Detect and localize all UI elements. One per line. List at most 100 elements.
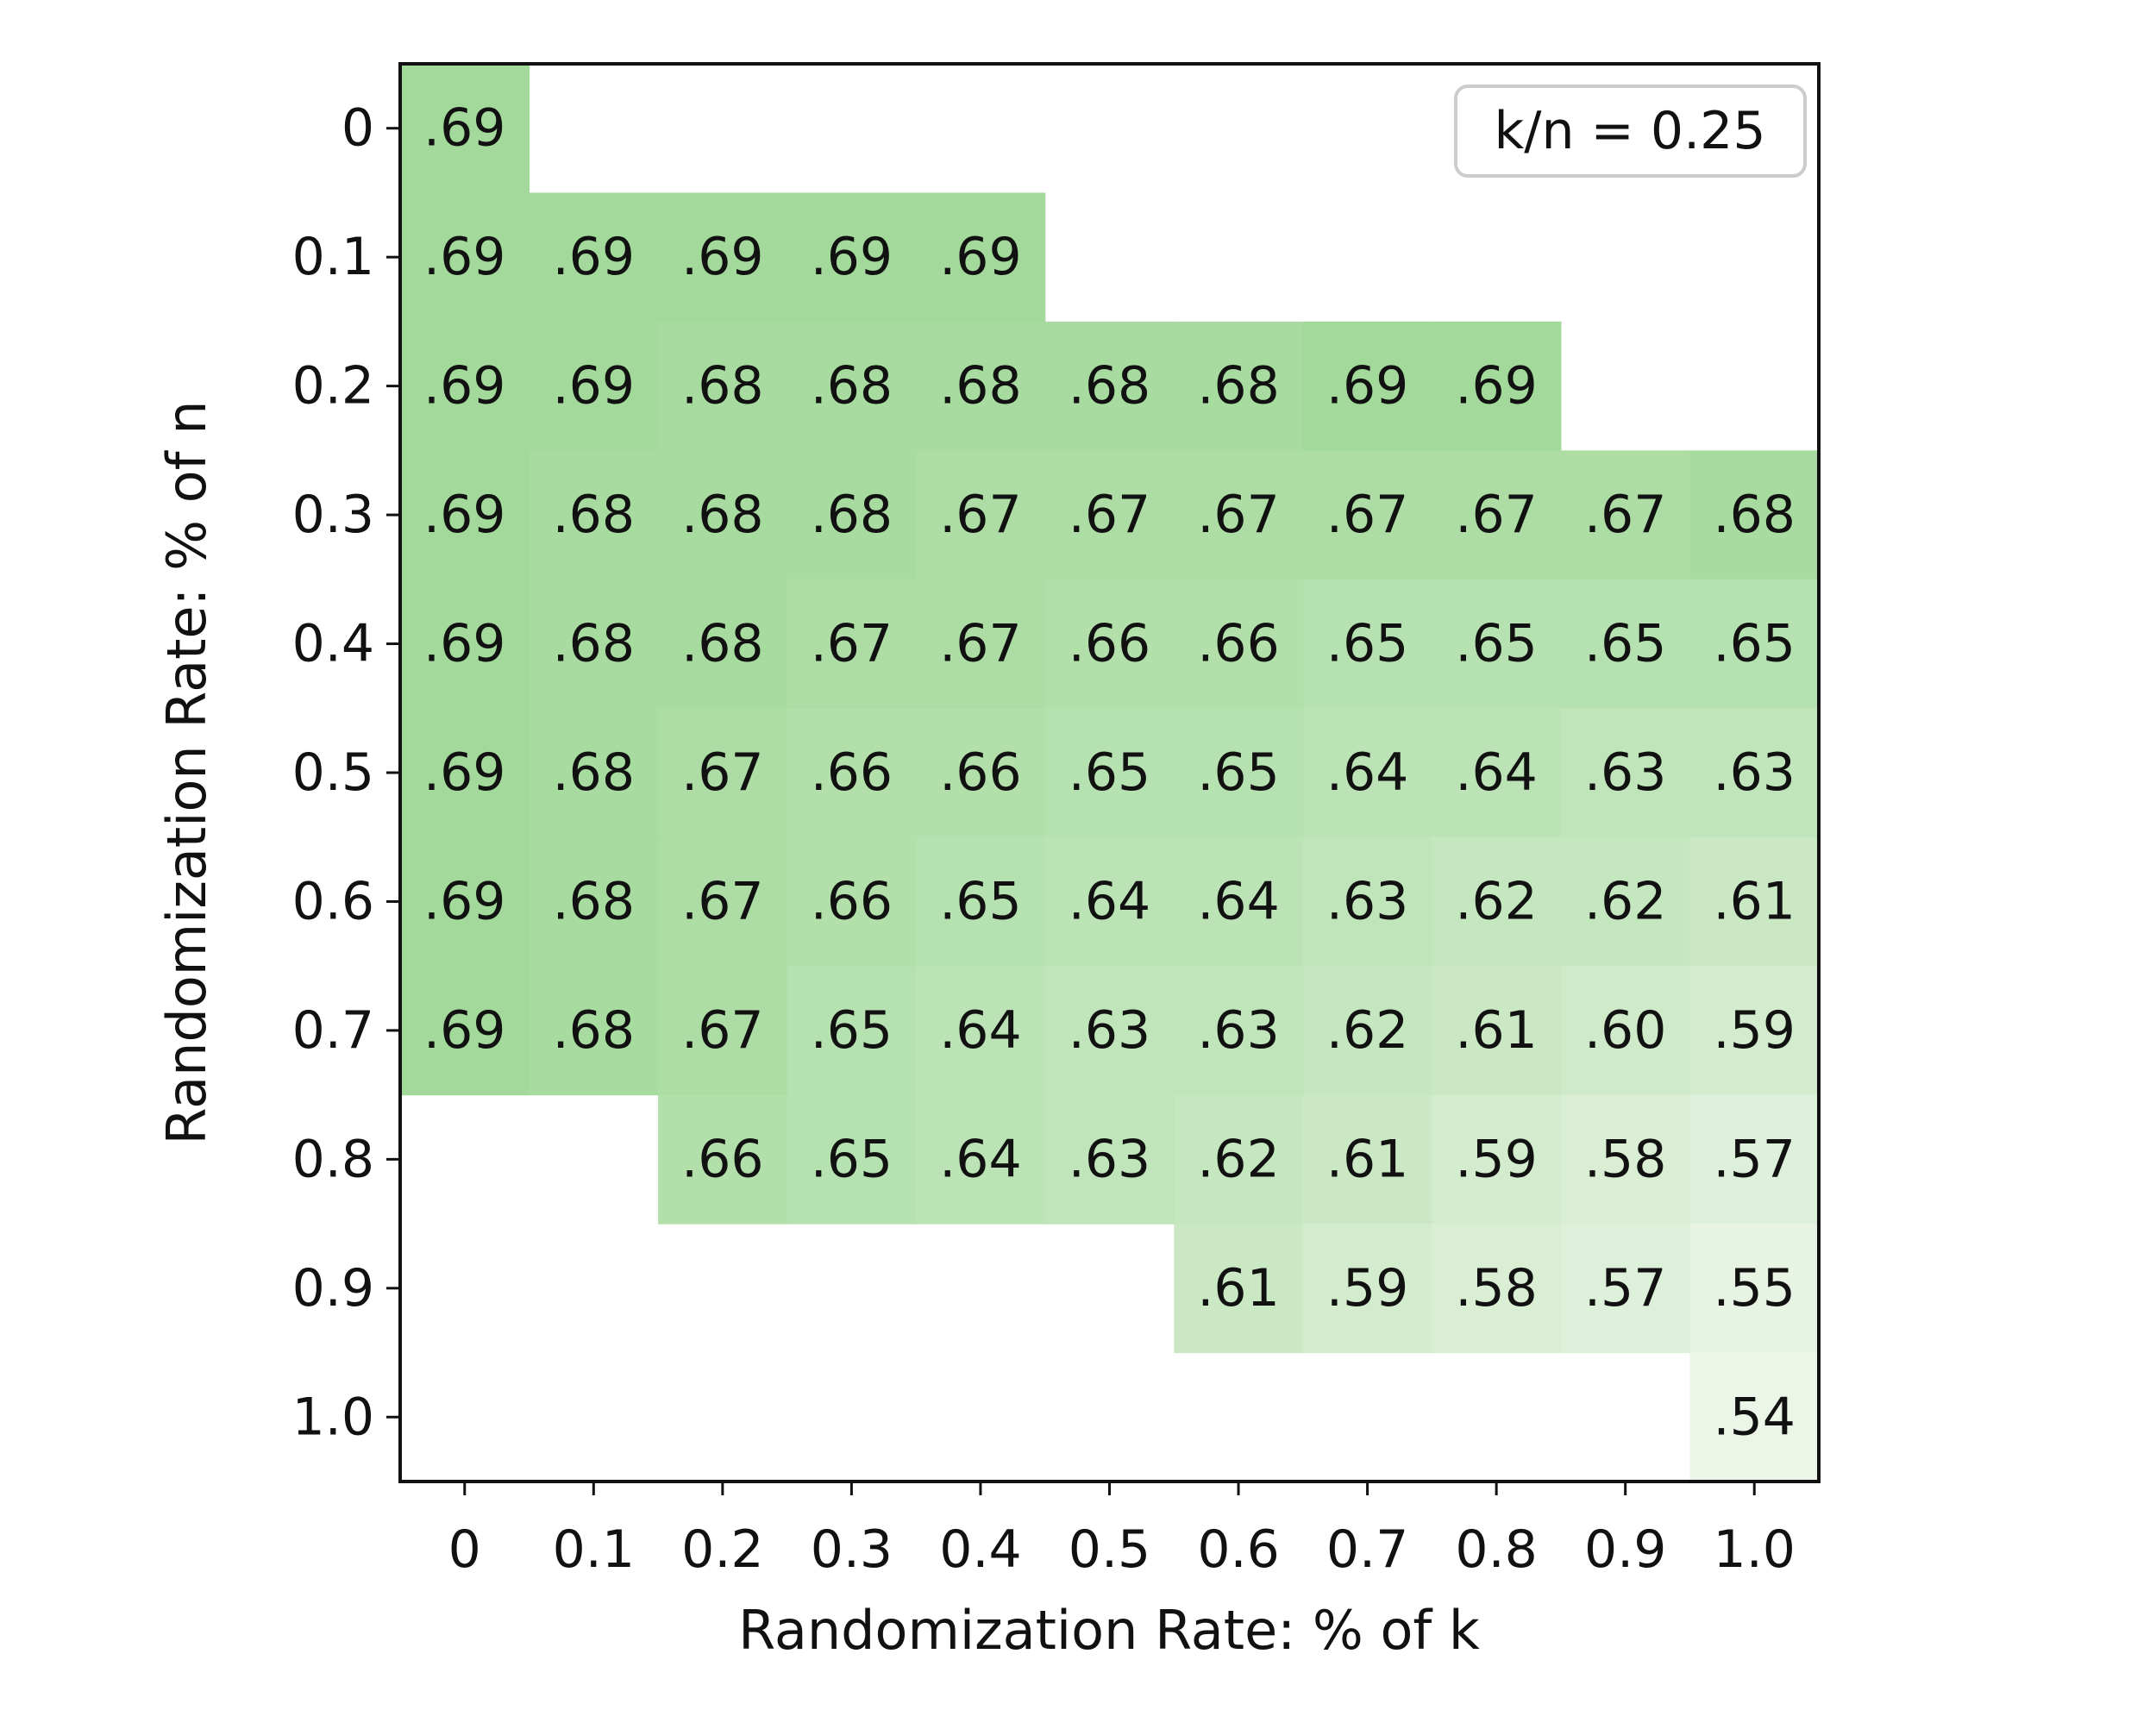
heatmap-cell bbox=[787, 966, 917, 1096]
cell-value-label: .69 bbox=[423, 871, 505, 931]
heatmap-cell bbox=[658, 708, 788, 838]
cell-value-label: .57 bbox=[1714, 1129, 1796, 1189]
cell-value-label: .64 bbox=[1069, 871, 1150, 931]
heatmap-cell bbox=[1174, 966, 1304, 1096]
cell-value-label: .58 bbox=[1584, 1129, 1666, 1189]
legend-text: k/n = 0.25 bbox=[1495, 101, 1766, 161]
cell-value-label: .65 bbox=[811, 1129, 893, 1189]
legend-box bbox=[1454, 85, 1807, 178]
cell-value-label: .68 bbox=[553, 485, 635, 545]
heatmap-cell bbox=[529, 966, 659, 1096]
heatmap-cell bbox=[916, 321, 1046, 451]
x-tick-label: 0.3 bbox=[811, 1519, 893, 1580]
cell-value-label: .69 bbox=[423, 1000, 505, 1061]
heatmap-cells bbox=[400, 64, 1820, 1482]
cell-value-label: .68 bbox=[553, 742, 635, 803]
cell-value-label: .68 bbox=[1714, 485, 1796, 545]
cell-value-label: .62 bbox=[1455, 871, 1537, 931]
y-tick-label: 0.7 bbox=[292, 1000, 374, 1061]
heatmap-cell bbox=[400, 836, 530, 967]
cell-value-label: .69 bbox=[553, 356, 635, 417]
cell-value-label: .69 bbox=[1326, 356, 1408, 417]
y-tick-label: 1.0 bbox=[292, 1387, 374, 1447]
cell-value-label: .68 bbox=[1197, 356, 1279, 417]
y-axis: 0 0.1 0.2 0.3 0.4 0.5 0.6 0.7 0.8 0.9 1.0 bbox=[292, 98, 400, 1447]
heatmap-cell bbox=[1689, 836, 1820, 967]
cell-value-label: .69 bbox=[423, 742, 505, 803]
heatmap-cell bbox=[787, 1094, 917, 1225]
x-tick-label: 0.2 bbox=[681, 1519, 763, 1580]
heatmap-cell bbox=[1302, 321, 1432, 451]
heatmap-cell bbox=[658, 579, 788, 709]
heatmap-cell-labels: .69 .69 .69 .69 .69 .69 .69 .69 .68 .68 .68 .68 .68.… bbox=[423, 98, 1796, 1448]
heatmap-cell bbox=[658, 966, 788, 1096]
legend: k/n = 0.25 bbox=[1454, 85, 1807, 178]
cell-value-label: .64 bbox=[1326, 742, 1408, 803]
heatmap-cell bbox=[787, 321, 917, 451]
cell-value-label: .64 bbox=[1197, 871, 1279, 931]
y-tick-label: 0 bbox=[342, 98, 374, 159]
heatmap-cell bbox=[1560, 708, 1691, 838]
cell-value-label: .55 bbox=[1714, 1258, 1796, 1319]
cell-value-label: .67 bbox=[811, 614, 893, 674]
heatmap-cell bbox=[400, 966, 530, 1096]
cell-value-label: .68 bbox=[553, 614, 635, 674]
heatmap-cell bbox=[1174, 579, 1304, 709]
heatmap-cell bbox=[1689, 1094, 1820, 1225]
heatmap-cell bbox=[1432, 450, 1562, 580]
heatmap-cell bbox=[1689, 708, 1820, 838]
heatmap-cell bbox=[916, 966, 1046, 1096]
heatmap-cell bbox=[1432, 1224, 1562, 1354]
cell-value-label: .54 bbox=[1714, 1387, 1796, 1447]
heatmap-cell bbox=[1302, 579, 1432, 709]
heatmap-cell bbox=[1432, 321, 1562, 451]
y-tick-label: 0.1 bbox=[292, 227, 374, 287]
cell-value-label: .66 bbox=[681, 1129, 763, 1189]
x-tick-label: 0.8 bbox=[1455, 1519, 1537, 1580]
cell-value-label: .69 bbox=[423, 485, 505, 545]
heatmap-cell bbox=[1302, 450, 1432, 580]
cell-value-label: .66 bbox=[811, 742, 893, 803]
heatmap-cell bbox=[916, 579, 1046, 709]
cell-value-label: .67 bbox=[1326, 485, 1408, 545]
heatmap-cell bbox=[658, 836, 788, 967]
heatmap-cell bbox=[787, 192, 917, 323]
cell-value-label: .68 bbox=[681, 485, 763, 545]
heatmap-cell bbox=[1432, 708, 1562, 838]
cell-value-label: .66 bbox=[811, 871, 893, 931]
heatmap-cell bbox=[529, 708, 659, 838]
heatmap-cell bbox=[529, 579, 659, 709]
heatmap-cell bbox=[1044, 579, 1175, 709]
heatmap-cell bbox=[400, 64, 530, 194]
cell-value-label: .69 bbox=[811, 227, 893, 287]
heatmap-cell bbox=[1044, 708, 1175, 838]
heatmap-cell bbox=[400, 192, 530, 323]
heatmap-cell bbox=[1689, 966, 1820, 1096]
heatmap-cell bbox=[658, 450, 788, 580]
cell-value-label: .66 bbox=[939, 742, 1021, 803]
x-tick-label: 0.7 bbox=[1326, 1519, 1408, 1580]
heatmap-cell bbox=[1689, 1224, 1820, 1354]
cell-value-label: .67 bbox=[681, 871, 763, 931]
heatmap-cell bbox=[916, 708, 1046, 838]
heatmap-cell bbox=[787, 579, 917, 709]
x-tick-label: 1.0 bbox=[1714, 1519, 1796, 1580]
heatmap-cell bbox=[529, 192, 659, 323]
heatmap-cell bbox=[787, 708, 917, 838]
heatmap-cell bbox=[658, 1094, 788, 1225]
cell-value-label: .68 bbox=[811, 356, 893, 417]
heatmap-cell bbox=[1302, 836, 1432, 967]
heatmap-cell bbox=[529, 450, 659, 580]
cell-value-label: .68 bbox=[811, 485, 893, 545]
x-tick-label: 0.4 bbox=[939, 1519, 1021, 1580]
cell-value-label: .57 bbox=[1584, 1258, 1666, 1319]
heatmap-cell bbox=[1174, 1224, 1304, 1354]
y-tick-label: 0.2 bbox=[292, 356, 374, 417]
heatmap-cell bbox=[1302, 966, 1432, 1096]
cell-value-label: .66 bbox=[1069, 614, 1150, 674]
heatmap-cell bbox=[658, 192, 788, 323]
heatmap-cell bbox=[400, 708, 530, 838]
heatmap-cell bbox=[1174, 450, 1304, 580]
cell-value-label: .62 bbox=[1584, 871, 1666, 931]
